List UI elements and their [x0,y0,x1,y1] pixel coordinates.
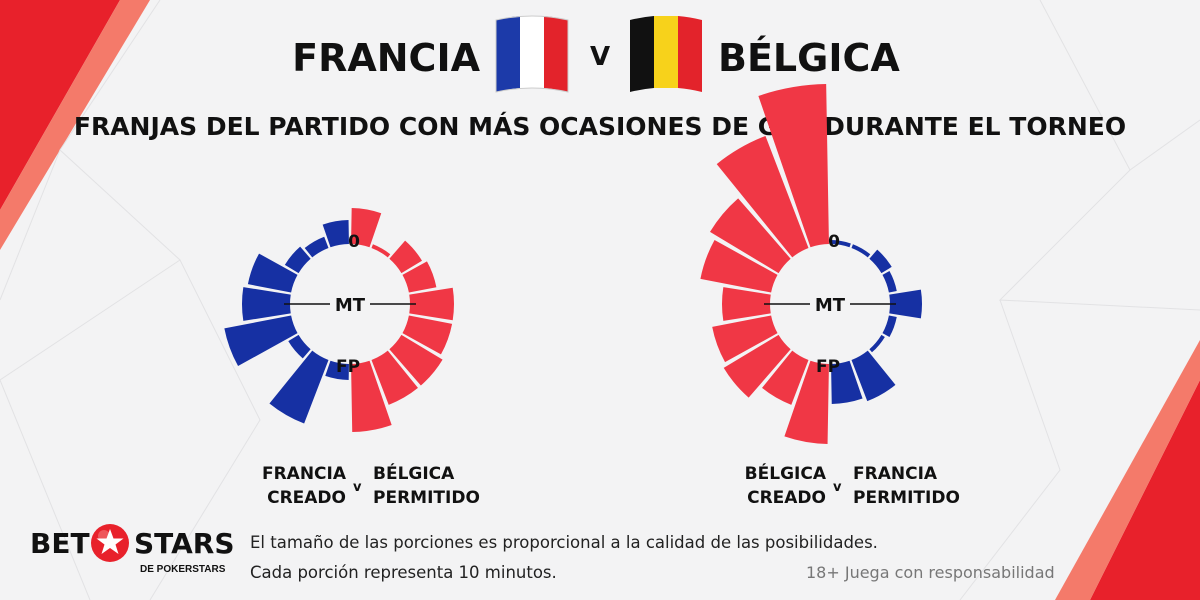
slice-right-6 [869,334,885,353]
legend-left: FRANCIA CREADO [206,462,346,510]
betstars-logo: BET STARS DE POKERSTARS [30,523,235,583]
slice-right-1 [851,244,871,258]
slice-left-1 [716,135,809,258]
logo-stars-text: STARS [134,527,235,560]
slice-right-5 [402,315,453,355]
slice-right-8 [831,360,863,404]
slice-right-7 [851,350,896,402]
slice-left-4 [722,287,771,321]
fulltime-label: FP [816,357,840,377]
slice-left-8 [325,360,349,380]
slice-left-7 [269,350,329,424]
slice-right-7 [371,350,418,405]
slice-right-4 [889,289,922,319]
legend-vs: v [833,480,842,495]
footer-note-2: Cada porción representa 10 minutos. [250,563,557,582]
legend-right-line1: FRANCIA [853,464,938,484]
slice-right-2 [869,249,892,274]
team-left-name: FRANCIA [292,36,480,80]
legend-left-line2: CREADO [747,488,826,508]
slice-right-5 [882,315,897,337]
slice-left-7 [762,350,809,405]
bg-stripe-bottom-right-light [1055,340,1200,600]
legend-left-line1: FRANCIA [261,464,346,484]
halftime-label: MT [335,295,366,316]
slice-right-0 [831,240,851,248]
legend-right-line1: BÉLGICA [373,464,455,484]
slice-left-8 [784,360,829,444]
legend-right: BÉLGICA PERMITIDO [373,462,513,510]
slice-left-2 [284,246,311,274]
slice-right-4 [409,287,454,321]
legend-right: FRANCIA PERMITIDO [853,462,993,510]
footer-note-1: El tamaño de las porciones es proporcion… [250,533,878,552]
legend-left-line2: CREADO [267,488,346,508]
slice-right-0 [351,208,382,248]
slice-left-6 [723,334,791,398]
kickoff-label: 0 [348,232,360,252]
slice-right-6 [389,334,443,386]
responsible-gaming-text: 18+ Juega con responsabilidad [806,563,1055,582]
halftime-label: MT [815,295,846,316]
slice-right-3 [402,261,437,293]
chart-subtitle: FRANJAS DEL PARTIDO CON MÁS OCASIONES DE… [73,112,1127,141]
legend-left: BÉLGICA CREADO [686,462,826,510]
slice-left-0 [758,84,829,248]
radial-chart-svg-1: MT 0 FP [700,84,922,444]
radial-chart-svg-0: MT 0 FP [224,208,454,432]
belgium-flag-icon [630,16,702,92]
star-ball-icon [91,524,129,562]
slice-left-1 [304,236,329,258]
bg-stripe-top-left-light [0,0,150,250]
title-row: FRANCIA V BÉLGICA [0,8,1200,98]
slice-right-3 [882,271,897,293]
legend-right-line2: PERMITIDO [853,488,960,508]
slice-left-4 [242,287,291,321]
slice-left-6 [288,334,311,359]
slice-left-0 [322,220,349,248]
radial-chart-france: MT 0 FP [220,180,480,460]
slice-left-2 [709,198,791,274]
legend-left-line1: BÉLGICA [744,464,826,484]
slice-left-3 [247,253,298,293]
slice-right-1 [371,244,391,258]
logo-bet-text: BET [30,527,90,560]
slice-left-5 [712,315,778,363]
kickoff-label: 0 [828,232,840,252]
logo-subtitle: DE POKERSTARS [140,564,226,575]
team-right-name: BÉLGICA [718,36,900,80]
slice-right-2 [389,240,423,274]
slice-right-8 [351,360,392,432]
fulltime-label: FP [336,357,360,377]
slice-left-5 [224,315,298,367]
slice-left-3 [700,240,778,293]
france-flag-icon [495,15,569,93]
radial-chart-belgium: MT 0 FP [700,84,960,460]
legend-right-line2: PERMITIDO [373,488,480,508]
legend-vs: v [353,480,362,495]
vs-label: V [590,42,611,72]
